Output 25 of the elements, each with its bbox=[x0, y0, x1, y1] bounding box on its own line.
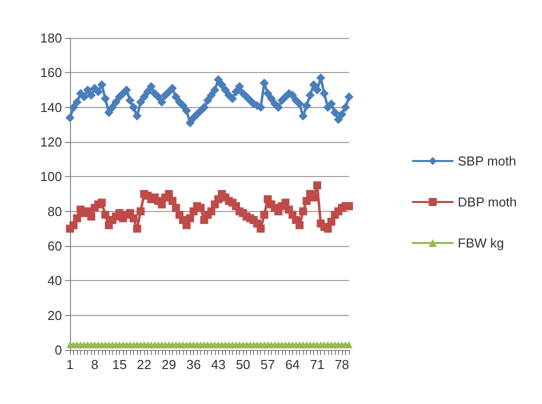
y-tick-label: 100 bbox=[40, 169, 62, 184]
y-tick-label: 160 bbox=[40, 65, 62, 80]
x-tick-label: 8 bbox=[91, 357, 98, 372]
legend-label: SBP moth bbox=[458, 154, 516, 168]
y-tick-label: 20 bbox=[48, 308, 62, 323]
legend-label: FBW kg bbox=[458, 236, 504, 250]
x-tick-label: 29 bbox=[162, 357, 176, 372]
y-tick-label: 80 bbox=[48, 204, 62, 219]
x-tick-label: 22 bbox=[136, 357, 152, 372]
x-tick-label: 43 bbox=[211, 357, 226, 372]
x-tick-label: 64 bbox=[285, 357, 300, 372]
y-tick-label: 0 bbox=[54, 342, 62, 358]
y-tick-label: 140 bbox=[40, 100, 62, 115]
x-tick-label: 1 bbox=[66, 357, 74, 372]
x-tick-label: 36 bbox=[186, 357, 201, 372]
legend-label: DBP moth bbox=[458, 194, 517, 210]
x-tick-label: 78 bbox=[334, 357, 350, 372]
y-tick-label: 180 bbox=[40, 30, 62, 46]
x-tick-label: 71 bbox=[310, 357, 324, 372]
y-tick-label: 120 bbox=[40, 134, 62, 150]
x-tick-label: 15 bbox=[112, 357, 127, 372]
x-tick-label: 57 bbox=[260, 357, 276, 372]
x-tick-label: 50 bbox=[236, 357, 250, 372]
y-tick-label: 60 bbox=[48, 238, 62, 254]
y-tick-label: 40 bbox=[48, 273, 62, 288]
